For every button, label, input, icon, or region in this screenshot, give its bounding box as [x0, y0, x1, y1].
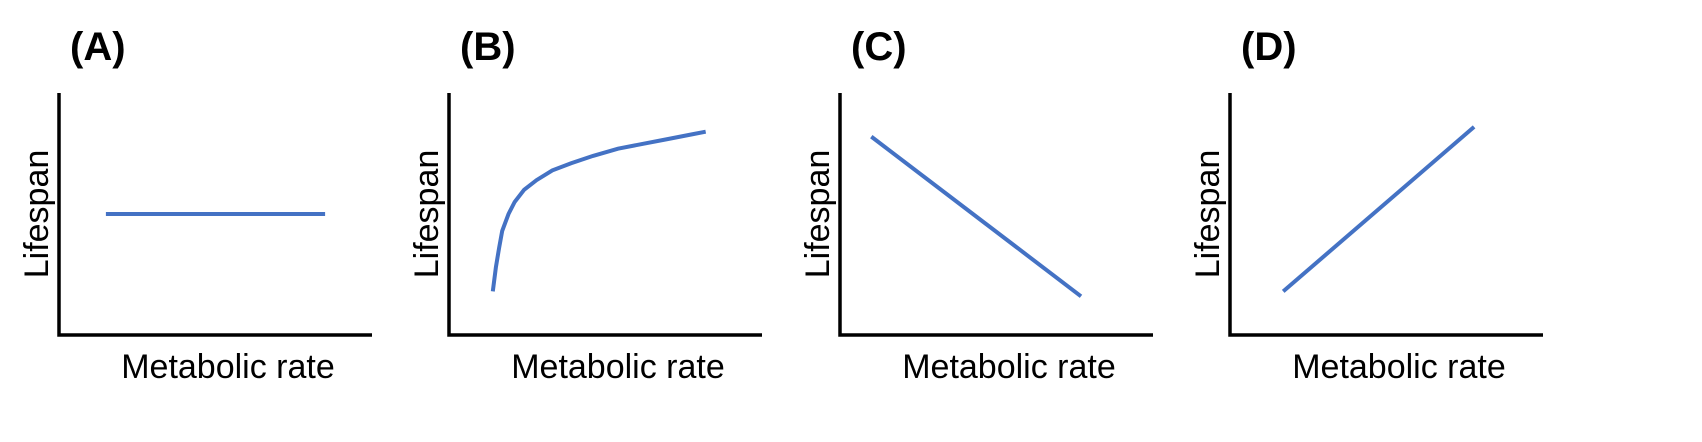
axes-d [1228, 93, 1543, 337]
panel-c: (C) Lifespan Metabolic rate [799, 25, 1153, 386]
panel-label-c: (C) [851, 25, 907, 69]
x-axis-label-a: Metabolic rate [121, 348, 335, 386]
y-axis-label-a: Lifespan [18, 150, 56, 279]
panel-label-d: (D) [1241, 25, 1297, 69]
series-line-b [490, 129, 707, 292]
panel-b: (B) Lifespan Metabolic rate [408, 25, 762, 386]
panel-a: (A) Lifespan Metabolic rate [18, 25, 372, 386]
y-axis-label-c: Lifespan [799, 150, 837, 279]
axes-c [838, 93, 1153, 337]
axes-b [447, 93, 762, 337]
panel-label-a: (A) [70, 25, 126, 69]
y-axis-label-b: Lifespan [408, 150, 446, 279]
panel-label-b: (B) [460, 25, 516, 69]
x-axis-label-b: Metabolic rate [511, 348, 725, 386]
panel-d: (D) Lifespan Metabolic rate [1189, 25, 1543, 386]
x-axis-label-d: Metabolic rate [1292, 348, 1506, 386]
series-line-d [1281, 125, 1476, 293]
series-line-c [870, 135, 1083, 298]
y-axis-label-d: Lifespan [1189, 150, 1227, 279]
axes-a [57, 93, 372, 337]
x-axis-label-c: Metabolic rate [902, 348, 1116, 386]
